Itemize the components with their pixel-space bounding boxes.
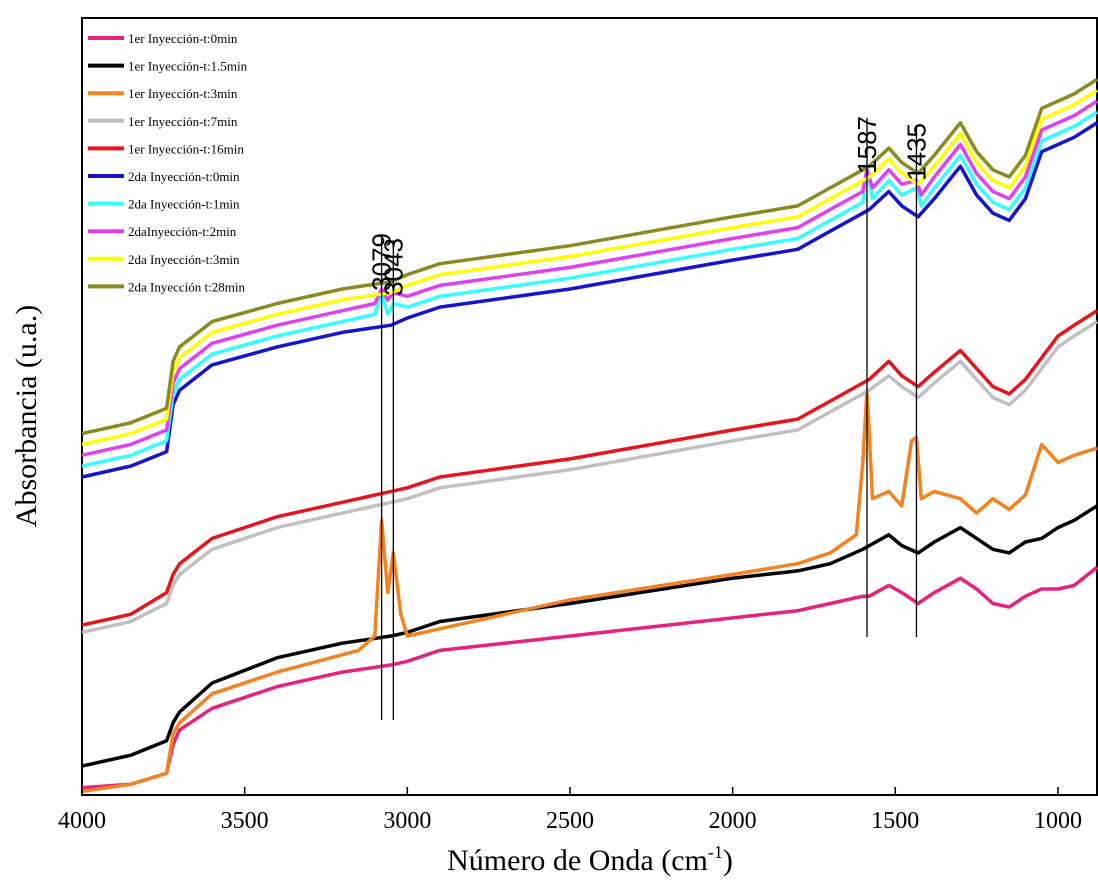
series-line-2 [81,504,1098,768]
annotation-label-3043: 3043 [378,238,408,296]
series-line-6 [81,121,1098,479]
x-tick-label-1500: 1500 [871,808,919,834]
series-line-3 [81,388,1098,794]
annotation-label-1587: 1587 [852,116,882,174]
x-tick-label-2500: 2500 [546,808,594,834]
series-line-1 [81,565,1098,790]
annotation-label-3079: 3079 [367,233,397,291]
x-axis-title-main: Número de Onda (cm [447,844,708,877]
legend: 1er Inyección-t:0min 1er Inyección-t:1.5m… [88,31,248,294]
x-axis-ticks: 4000 3500 3000 2500 2000 1500 1000 [58,787,1082,834]
x-tick-label-3500: 3500 [221,808,269,834]
series-line-9 [81,88,1098,447]
plot-frame [81,17,1098,796]
legend-label-8: 2daInyección-t:2min [128,224,237,239]
legend-label-10: 2da Inyección t:28min [128,279,245,294]
legend-label-3: 1er Inyección-t:3min [128,86,238,101]
y-axis-title: Absorbancia (u.a.) [10,305,43,527]
legend-label-1: 1er Inyección-t:0min [128,31,238,46]
x-axis-title: Número de Onda (cm-1) [447,842,733,877]
legend-label-6: 2da Inyección-t:0min [128,169,240,184]
legend-label-7: 2da Inyección-t:1min [128,197,240,212]
series-layer [81,77,1098,794]
annotation-label-1435: 1435 [901,123,931,181]
legend-label-2: 1er Inyección-t:1.5min [128,59,248,74]
x-tick-label-1000: 1000 [1034,808,1082,834]
x-axis-title-sup: -1 [708,842,723,862]
series-line-7 [81,110,1098,468]
series-line-10 [81,77,1098,436]
series-line-4 [81,320,1098,635]
x-tick-label-4000: 4000 [58,808,106,834]
x-tick-label-2000: 2000 [709,808,757,834]
x-tick-label-3000: 3000 [383,808,431,834]
legend-label-4: 1er Inyección-t:7min [128,114,238,129]
x-axis-title-close: ) [723,844,733,877]
series-line-5 [81,309,1098,627]
legend-label-9: 2da Inyección-t:3min [128,252,240,267]
series-line-8 [81,99,1098,458]
legend-label-5: 1er Inyección-t:16min [128,141,244,156]
